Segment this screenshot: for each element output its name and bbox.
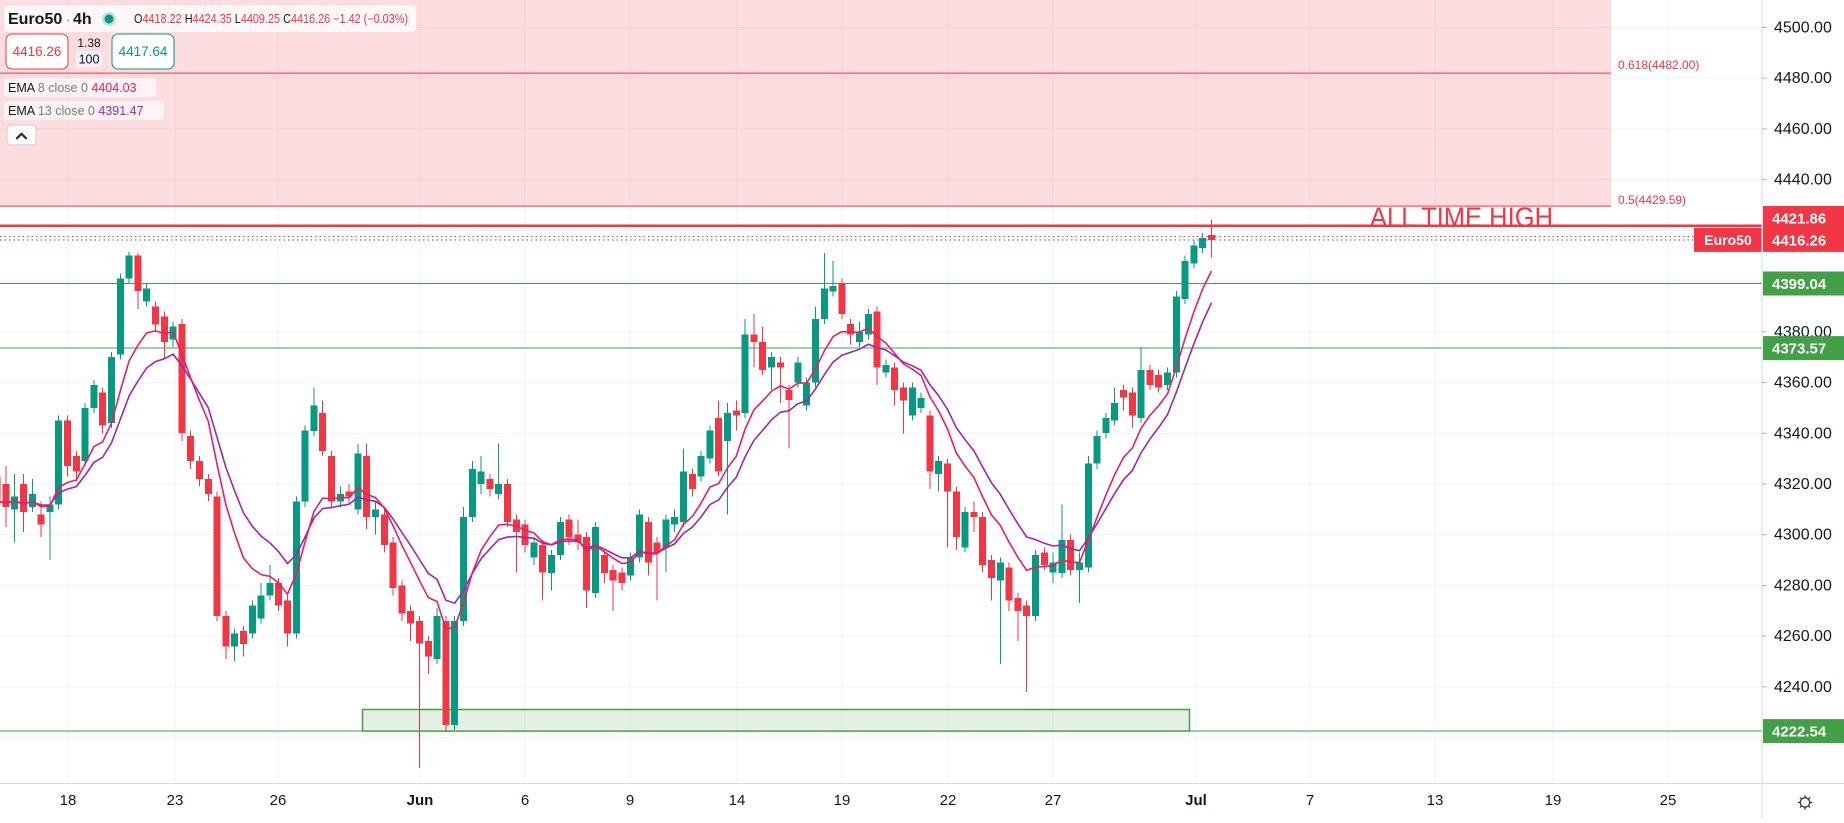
- svg-text:ALL TIME HIGH: ALL TIME HIGH: [1370, 202, 1553, 233]
- svg-text:19: 19: [1545, 792, 1562, 809]
- svg-text:7: 7: [1306, 792, 1314, 809]
- svg-text:4300.00: 4300.00: [1774, 527, 1832, 544]
- svg-text:Euro50: Euro50: [8, 11, 62, 28]
- svg-text:4421.86: 4421.86: [1772, 211, 1826, 228]
- svg-text:O4418.22 H4424.35 L4409.25 C44: O4418.22 H4424.35 L4409.25 C4416.26 −1.4…: [134, 12, 408, 26]
- svg-text:25: 25: [1660, 792, 1677, 809]
- svg-text:100: 100: [79, 53, 100, 67]
- svg-text:Euro50: Euro50: [1704, 232, 1752, 248]
- svg-text:4360.00: 4360.00: [1774, 375, 1832, 392]
- svg-text:1.38: 1.38: [77, 36, 101, 50]
- svg-text:19: 19: [834, 792, 851, 809]
- svg-text:Jun: Jun: [407, 792, 434, 809]
- svg-text:·: ·: [66, 12, 70, 27]
- svg-text:4399.04: 4399.04: [1772, 276, 1827, 293]
- svg-text:EMA 8 close 0 4404.03: EMA 8 close 0 4404.03: [8, 81, 137, 95]
- svg-text:4222.54: 4222.54: [1772, 724, 1827, 741]
- svg-text:4373.57: 4373.57: [1772, 341, 1826, 358]
- svg-text:EMA 13 close 0 4391.47: EMA 13 close 0 4391.47: [8, 104, 144, 118]
- svg-text:27: 27: [1045, 792, 1062, 809]
- svg-text:4460.00: 4460.00: [1774, 121, 1832, 138]
- svg-text:4260.00: 4260.00: [1774, 628, 1832, 645]
- svg-text:4240.00: 4240.00: [1774, 679, 1832, 696]
- svg-text:4416.26: 4416.26: [1772, 232, 1826, 249]
- svg-text:14: 14: [729, 792, 746, 809]
- svg-text:4440.00: 4440.00: [1774, 172, 1832, 189]
- svg-text:9: 9: [626, 792, 634, 809]
- svg-text:Jul: Jul: [1185, 792, 1207, 809]
- svg-text:4416.26: 4416.26: [13, 44, 62, 59]
- svg-text:23: 23: [167, 792, 184, 809]
- svg-text:4280.00: 4280.00: [1774, 577, 1832, 594]
- svg-text:0.5(4429.59): 0.5(4429.59): [1618, 193, 1686, 207]
- svg-text:4320.00: 4320.00: [1774, 476, 1832, 493]
- svg-text:4500.00: 4500.00: [1774, 20, 1832, 37]
- svg-text:26: 26: [270, 792, 287, 809]
- svg-text:18: 18: [60, 792, 77, 809]
- svg-text:4340.00: 4340.00: [1774, 425, 1832, 442]
- svg-text:6: 6: [521, 792, 529, 809]
- svg-text:4480.00: 4480.00: [1774, 70, 1832, 87]
- svg-text:4h: 4h: [73, 11, 92, 28]
- svg-text:22: 22: [940, 792, 957, 809]
- svg-text:13: 13: [1427, 792, 1444, 809]
- svg-text:4417.64: 4417.64: [119, 44, 168, 59]
- svg-text:0.618(4482.00): 0.618(4482.00): [1618, 58, 1699, 72]
